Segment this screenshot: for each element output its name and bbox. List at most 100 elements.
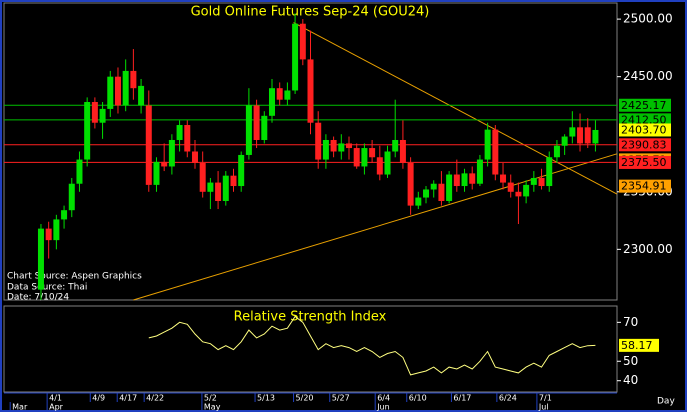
y-tick-label: 2300.00 xyxy=(623,242,673,256)
trendline xyxy=(293,22,618,195)
candle-body xyxy=(91,102,98,123)
candle-body xyxy=(268,88,275,116)
candle-body xyxy=(399,139,406,164)
candle-body xyxy=(523,184,530,197)
candle-body xyxy=(122,70,129,106)
annotation: Data Source: Thai xyxy=(7,283,87,293)
candle-body xyxy=(476,159,483,184)
level-label: 2390.83 xyxy=(621,138,667,151)
level-tag xyxy=(619,138,671,152)
y-tick-label: 70 xyxy=(623,315,638,329)
candle-body xyxy=(191,151,198,164)
candle-body xyxy=(176,125,183,140)
candle-body xyxy=(461,173,468,187)
level-label: 2412.50 xyxy=(621,113,667,126)
candle-body xyxy=(469,173,476,184)
candle-body xyxy=(407,163,414,206)
x-axis-label: Day xyxy=(657,397,675,407)
month-label: Apr xyxy=(49,403,64,412)
x-tick-label: 4/17 xyxy=(119,394,137,403)
candle-body xyxy=(369,148,376,158)
y-tick-label: 2500.00 xyxy=(623,12,673,26)
candle-body xyxy=(346,143,353,149)
candle-body xyxy=(184,125,191,152)
candle-body xyxy=(569,127,576,137)
level-tag xyxy=(619,123,671,137)
candle-body xyxy=(61,210,68,220)
price-panel xyxy=(3,2,618,301)
y-tick-label: 50 xyxy=(623,354,638,368)
candle-body xyxy=(215,182,222,201)
x-tick-label: 5/2 xyxy=(204,394,217,403)
candle-body xyxy=(230,175,237,187)
rsi-line xyxy=(148,315,596,376)
x-tick-label: 6/10 xyxy=(409,394,427,403)
x-tick-label: 4/1 xyxy=(49,394,62,403)
candle-body xyxy=(107,76,114,109)
candle-body xyxy=(392,139,399,152)
candle-body xyxy=(238,154,245,187)
y-tick-label: 2450.00 xyxy=(623,69,673,83)
candle-body xyxy=(446,174,453,201)
candle-body xyxy=(361,148,368,167)
month-label: May xyxy=(204,403,221,412)
candle-body xyxy=(553,145,560,158)
candle-body xyxy=(99,108,106,123)
level-tag xyxy=(619,98,671,112)
candle-body xyxy=(276,88,283,100)
candle-body xyxy=(199,163,206,192)
candle-body xyxy=(538,177,545,187)
candle-body xyxy=(114,76,121,106)
candle-body xyxy=(415,197,422,206)
candle-body xyxy=(530,177,537,185)
candle-body xyxy=(161,161,168,167)
candle-body xyxy=(84,102,91,160)
candle-body xyxy=(330,139,337,152)
level-label: 2375.50 xyxy=(621,156,667,169)
candle-body xyxy=(584,127,591,144)
candle-body xyxy=(37,228,44,290)
rsi-tag xyxy=(619,338,659,352)
candle-body xyxy=(577,127,584,144)
rsi-panel xyxy=(3,305,618,393)
candle-body xyxy=(222,175,229,201)
candle-body xyxy=(130,70,137,89)
candle-body xyxy=(353,148,360,167)
annotation: Chart Source: Aspen Graphics xyxy=(7,272,142,282)
x-tick-label: 6/17 xyxy=(453,394,471,403)
x-tick-label: 6/24 xyxy=(499,394,517,403)
level-tag xyxy=(619,179,671,193)
month-label: Jul xyxy=(538,403,549,412)
candle-body xyxy=(561,136,568,146)
candle-body xyxy=(138,85,145,106)
candle-body xyxy=(430,183,437,190)
candle-body xyxy=(592,129,599,144)
candle-body xyxy=(338,143,345,152)
candle-body xyxy=(507,182,514,192)
x-tick-label: 6/4 xyxy=(377,394,390,403)
candle-body xyxy=(45,228,52,241)
candle-body xyxy=(423,189,430,198)
candle-body xyxy=(53,219,60,241)
candle-body xyxy=(68,183,75,211)
candle-body xyxy=(207,182,214,192)
level-label: 2425.17 xyxy=(621,99,667,112)
level-label: 2403.70 xyxy=(621,123,667,136)
candle-body xyxy=(515,191,522,197)
level-tag xyxy=(619,155,671,169)
candle-body xyxy=(245,105,252,155)
candle-body xyxy=(492,129,499,175)
candle-body xyxy=(376,157,383,175)
x-tick-label: 5/27 xyxy=(332,394,350,403)
rsi-title: Relative Strength Index xyxy=(234,310,387,325)
x-tick-label: 5/20 xyxy=(296,394,314,403)
candle-body xyxy=(261,115,268,140)
month-label: Jun xyxy=(376,403,390,412)
x-tick-label: 5/13 xyxy=(257,394,275,403)
x-tick-label: 4/9 xyxy=(92,394,105,403)
x-tick-label: 4/22 xyxy=(146,394,164,403)
candle-body xyxy=(453,174,460,187)
